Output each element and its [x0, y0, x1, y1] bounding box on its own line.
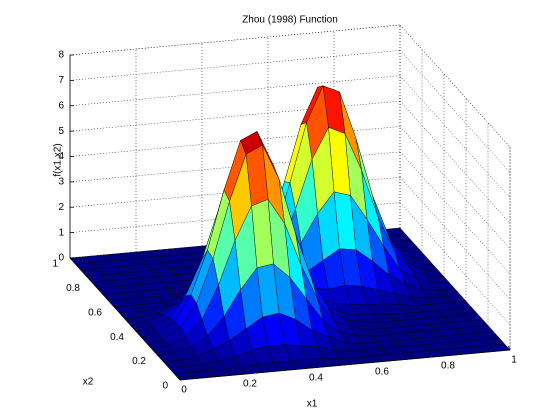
z-tick-label: 3 — [58, 177, 64, 188]
z-tick-label: 5 — [58, 126, 64, 137]
x-tick-label: 0 — [181, 385, 187, 396]
x-tick — [508, 345, 511, 351]
z-tick-label: 7 — [58, 75, 64, 86]
z-tick-label: 6 — [58, 100, 64, 111]
box-edge — [69, 24, 401, 56]
z-tick-label: 0 — [58, 253, 64, 264]
x-tick-label: 0.2 — [243, 379, 257, 390]
y-axis — [69, 257, 181, 381]
y-tick-label: 0.4 — [110, 332, 124, 343]
x-tick — [442, 351, 445, 357]
grid-line — [69, 50, 401, 81]
x-tick-label: 1 — [511, 355, 517, 366]
y-tick-label: 1 — [52, 259, 58, 270]
x-tick-label: 0.8 — [441, 361, 455, 372]
y-tick-label: 0 — [162, 381, 168, 392]
grid-line — [69, 100, 401, 132]
x-axis-label: x1 — [307, 399, 318, 410]
x-tick — [178, 375, 181, 381]
x-axis — [179, 349, 511, 381]
y-tick-label: 0.2 — [132, 356, 146, 367]
chart-title: Zhou (1998) Function — [242, 15, 338, 26]
x-tick — [376, 357, 379, 363]
z-tick-label: 8 — [58, 50, 64, 61]
grid-line — [399, 75, 511, 198]
grid-line — [399, 202, 511, 325]
y-tick-label: 0.6 — [88, 307, 102, 318]
grid-line — [399, 151, 511, 275]
box-edge — [399, 24, 511, 148]
x-tick — [244, 369, 247, 375]
z-tick-label: 4 — [58, 151, 64, 162]
grid-line — [69, 75, 401, 106]
grid-line — [399, 50, 511, 173]
grid-line — [399, 100, 511, 224]
grid-line — [399, 177, 511, 300]
x-tick-label: 0.6 — [375, 367, 389, 378]
x-tick-label: 0.4 — [309, 373, 323, 384]
z-tick-label: 2 — [58, 202, 64, 213]
y-tick-label: 0.8 — [66, 283, 80, 294]
z-tick-label: 1 — [58, 227, 64, 238]
grid-line — [399, 126, 511, 249]
y-axis-label: x2 — [83, 377, 94, 388]
x-tick — [310, 363, 313, 369]
z-axis-label: f(x1,x2) — [53, 143, 64, 176]
